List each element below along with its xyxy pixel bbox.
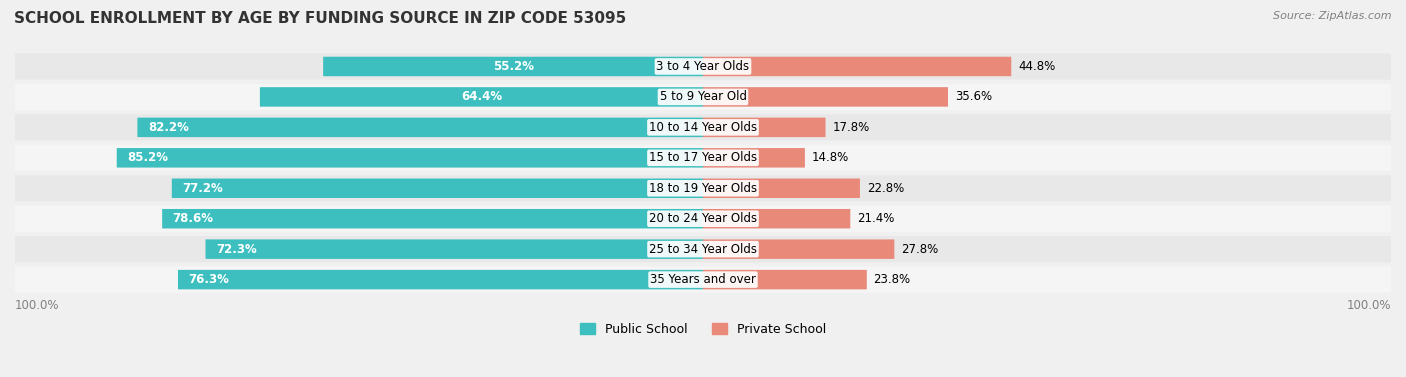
Text: 44.8%: 44.8%	[1018, 60, 1056, 73]
Text: 100.0%: 100.0%	[15, 299, 59, 313]
FancyBboxPatch shape	[205, 239, 703, 259]
Text: 21.4%: 21.4%	[858, 212, 894, 225]
FancyBboxPatch shape	[323, 57, 703, 76]
Text: 23.8%: 23.8%	[873, 273, 911, 286]
Text: 15 to 17 Year Olds: 15 to 17 Year Olds	[650, 151, 756, 164]
Text: 64.4%: 64.4%	[461, 90, 502, 103]
Text: 10 to 14 Year Olds: 10 to 14 Year Olds	[650, 121, 756, 134]
FancyBboxPatch shape	[138, 118, 703, 137]
FancyBboxPatch shape	[703, 179, 860, 198]
FancyBboxPatch shape	[260, 87, 703, 107]
Text: 3 to 4 Year Olds: 3 to 4 Year Olds	[657, 60, 749, 73]
FancyBboxPatch shape	[703, 239, 894, 259]
Text: 82.2%: 82.2%	[148, 121, 188, 134]
FancyBboxPatch shape	[15, 236, 1391, 262]
Text: 85.2%: 85.2%	[127, 151, 169, 164]
Text: 35 Years and over: 35 Years and over	[650, 273, 756, 286]
FancyBboxPatch shape	[703, 57, 1011, 76]
FancyBboxPatch shape	[162, 209, 703, 228]
FancyBboxPatch shape	[15, 145, 1391, 171]
Text: 22.8%: 22.8%	[866, 182, 904, 195]
Text: 20 to 24 Year Olds: 20 to 24 Year Olds	[650, 212, 756, 225]
Text: 77.2%: 77.2%	[183, 182, 224, 195]
Text: 14.8%: 14.8%	[811, 151, 849, 164]
FancyBboxPatch shape	[703, 118, 825, 137]
Text: 17.8%: 17.8%	[832, 121, 869, 134]
Text: 100.0%: 100.0%	[1347, 299, 1391, 313]
Legend: Public School, Private School: Public School, Private School	[575, 318, 831, 341]
Text: 55.2%: 55.2%	[492, 60, 534, 73]
FancyBboxPatch shape	[703, 148, 804, 167]
FancyBboxPatch shape	[179, 270, 703, 290]
FancyBboxPatch shape	[117, 148, 703, 167]
FancyBboxPatch shape	[15, 54, 1391, 80]
FancyBboxPatch shape	[15, 114, 1391, 141]
Text: 27.8%: 27.8%	[901, 243, 938, 256]
Text: 25 to 34 Year Olds: 25 to 34 Year Olds	[650, 243, 756, 256]
FancyBboxPatch shape	[15, 84, 1391, 110]
Text: 18 to 19 Year Olds: 18 to 19 Year Olds	[650, 182, 756, 195]
FancyBboxPatch shape	[703, 270, 868, 290]
Text: SCHOOL ENROLLMENT BY AGE BY FUNDING SOURCE IN ZIP CODE 53095: SCHOOL ENROLLMENT BY AGE BY FUNDING SOUR…	[14, 11, 626, 26]
FancyBboxPatch shape	[172, 179, 703, 198]
FancyBboxPatch shape	[703, 209, 851, 228]
Text: 78.6%: 78.6%	[173, 212, 214, 225]
FancyBboxPatch shape	[15, 267, 1391, 293]
FancyBboxPatch shape	[15, 205, 1391, 232]
FancyBboxPatch shape	[15, 175, 1391, 201]
Text: 5 to 9 Year Old: 5 to 9 Year Old	[659, 90, 747, 103]
Text: 76.3%: 76.3%	[188, 273, 229, 286]
Text: 35.6%: 35.6%	[955, 90, 993, 103]
Text: Source: ZipAtlas.com: Source: ZipAtlas.com	[1274, 11, 1392, 21]
FancyBboxPatch shape	[703, 87, 948, 107]
Text: 72.3%: 72.3%	[217, 243, 257, 256]
